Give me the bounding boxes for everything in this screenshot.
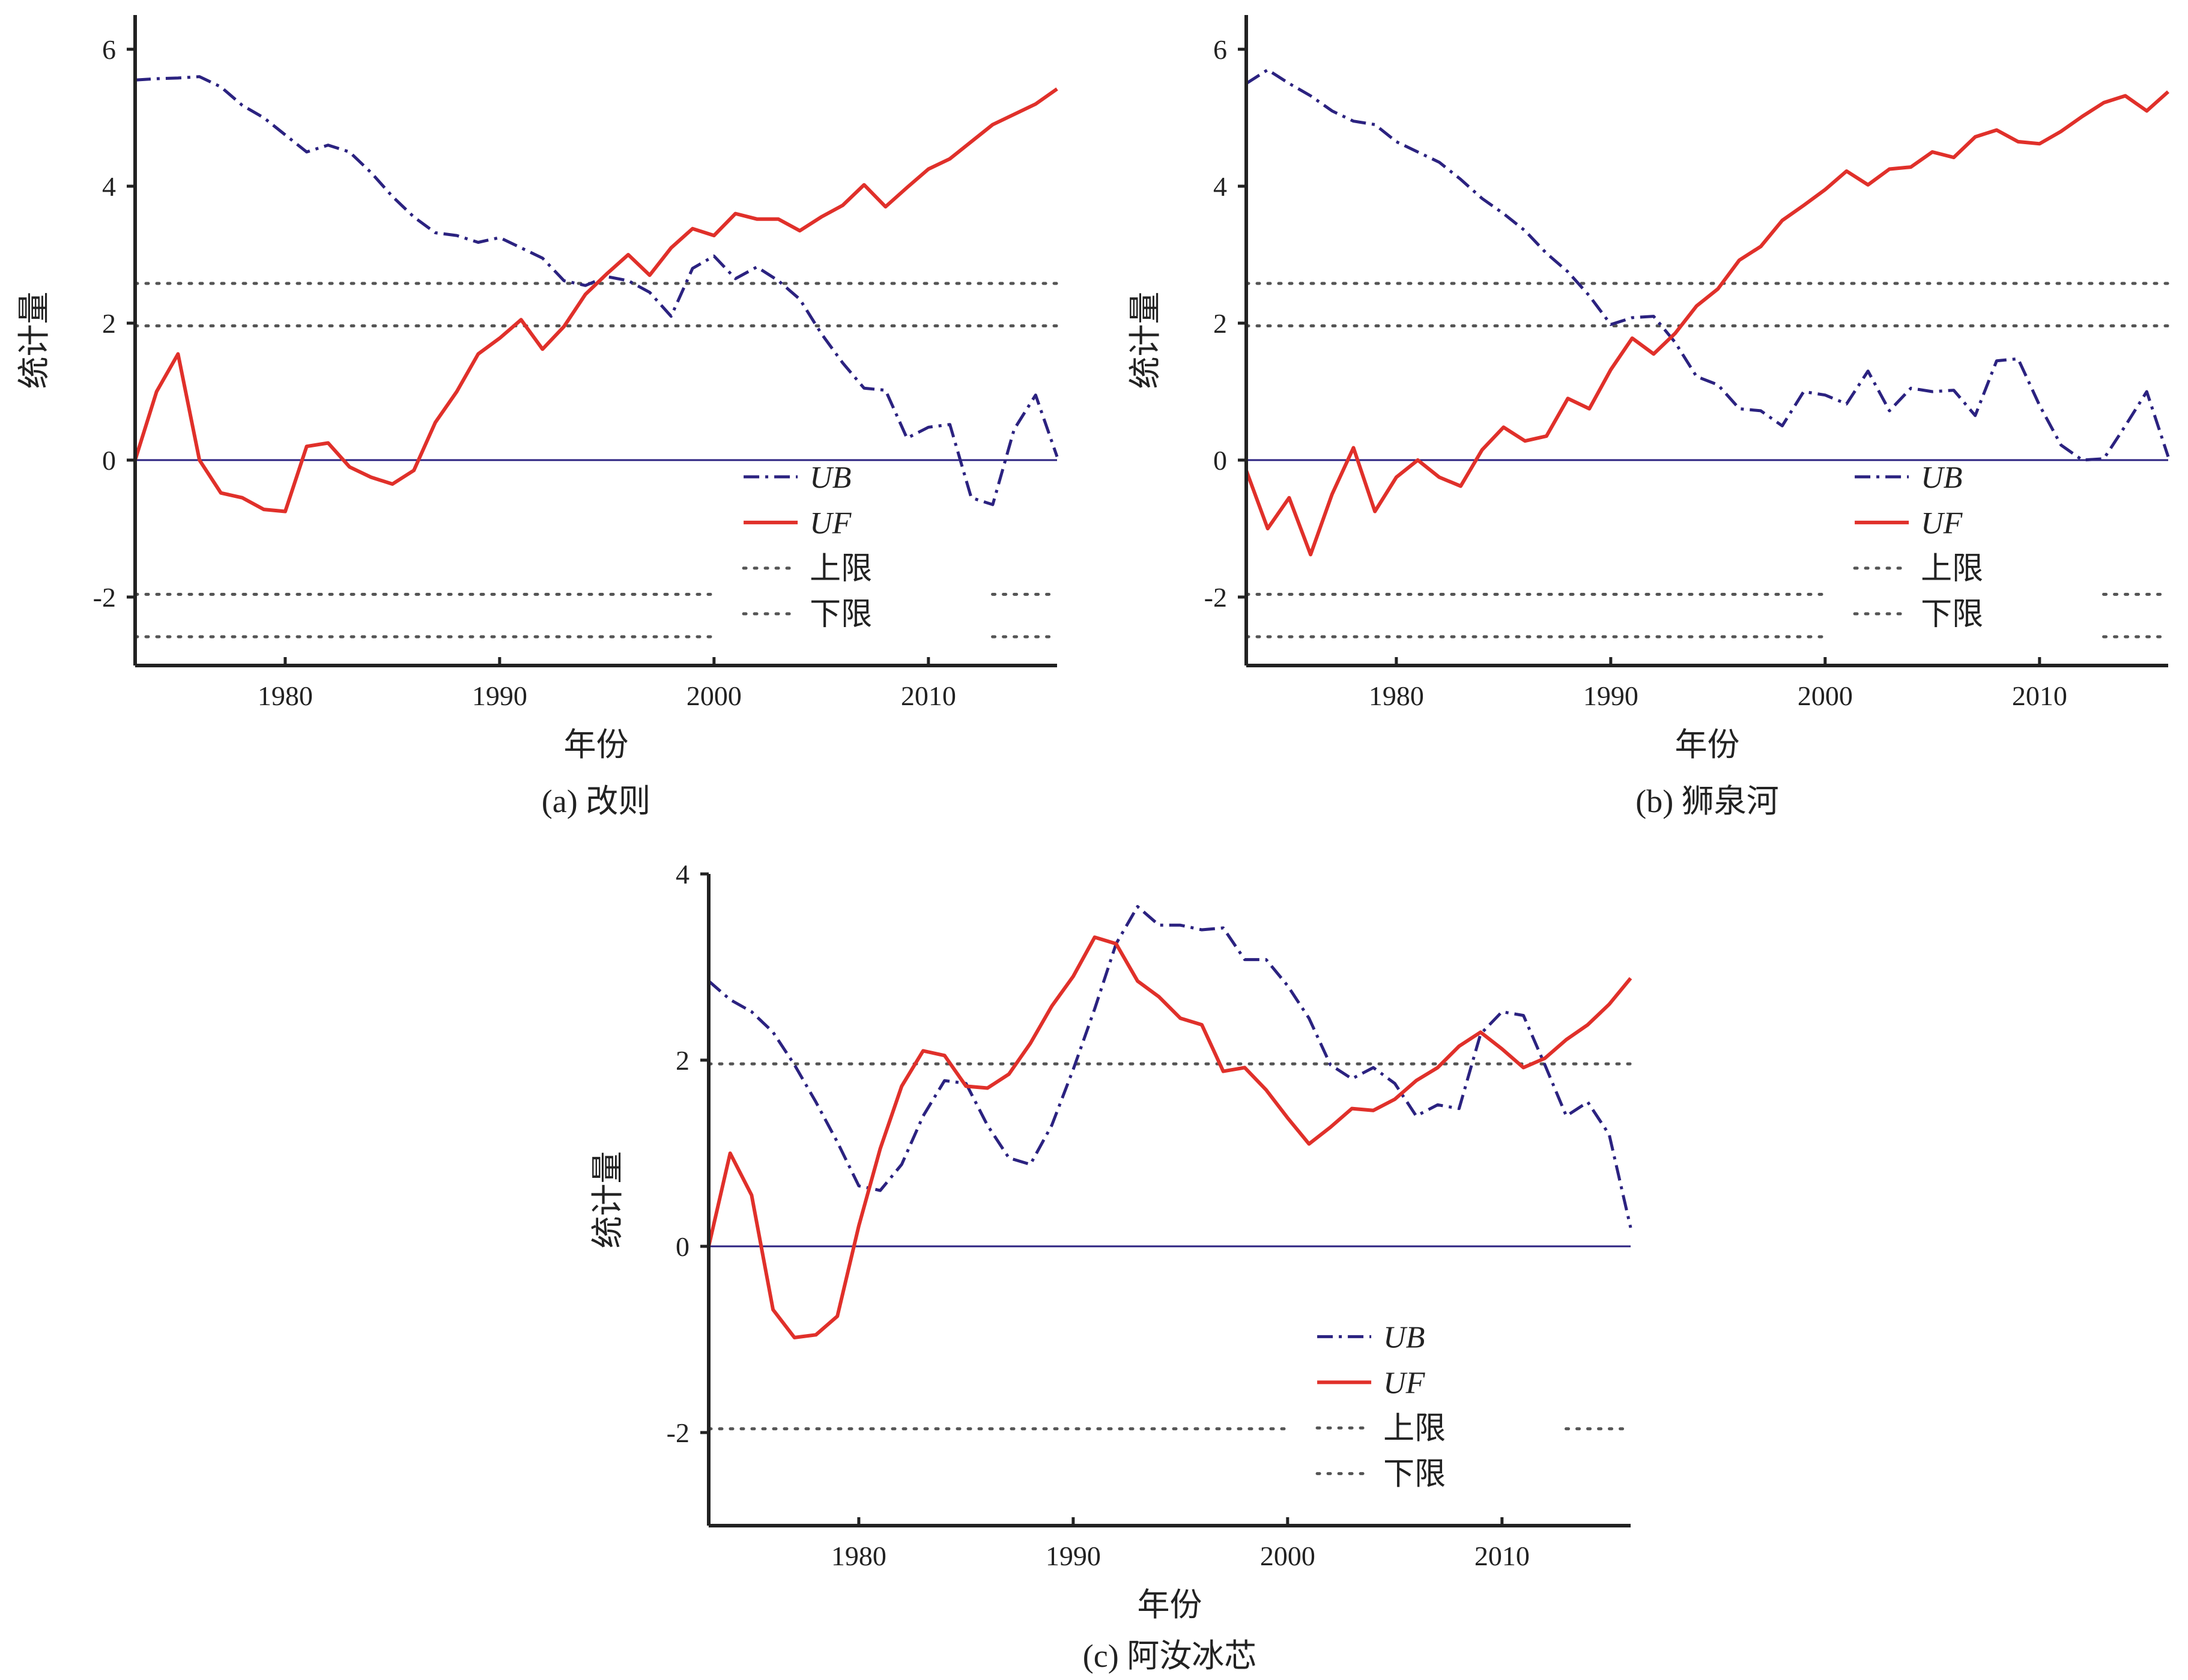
series-line-uf [707, 935, 1632, 1339]
legend-label-0: UB [1921, 461, 1962, 495]
x-tick-label: 2000 [1260, 1541, 1315, 1571]
x-tick-label: 1990 [472, 681, 527, 711]
panel-caption: (c) 阿汝冰芯 [1083, 1638, 1256, 1674]
x-axis-label: 年份 [564, 727, 629, 763]
y-tick-label: 0 [102, 445, 116, 476]
series-line-uf [133, 87, 1058, 514]
y-tick-label: 6 [102, 34, 116, 65]
y-axis-label: 统计量 [16, 292, 52, 389]
x-tick-label: 1980 [831, 1541, 886, 1571]
y-tick-label: -2 [667, 1418, 689, 1448]
y-tick-label: 6 [1213, 34, 1227, 65]
y-tick-label: 4 [102, 171, 116, 202]
y-tick-label: -2 [93, 582, 116, 613]
y-tick-label: 4 [676, 859, 689, 890]
y-axis-label: 统计量 [1127, 292, 1163, 389]
y-tick-label: -2 [1204, 582, 1227, 613]
series-line-ub [135, 75, 1059, 506]
legend-label-3: 下限 [1921, 598, 1983, 632]
panel-c-aru-ice-core: -2 0 2 4 1980 1990 2000 2010 年份 统计量 (c) 阿汝冰芯 UB UF 上限… [590, 859, 1632, 1674]
legend-label-0: UB [810, 461, 851, 495]
legend-label-2: 上限 [1383, 1412, 1446, 1446]
x-tick-label: 1980 [1369, 681, 1424, 711]
legend-label-1: UF [1383, 1366, 1426, 1400]
y-axis-label: 统计量 [590, 1151, 626, 1249]
x-tick-label: 2000 [686, 681, 742, 711]
y-tick-label: 0 [1213, 445, 1227, 476]
legend-label-0: UB [1383, 1320, 1425, 1354]
y-tick-label: 2 [676, 1045, 689, 1076]
y-tick-label: 2 [102, 308, 116, 339]
x-axis-label: 年份 [1675, 727, 1740, 763]
y-tick-label: 4 [1213, 171, 1227, 202]
x-tick-label: 1980 [258, 681, 313, 711]
x-tick-label: 1990 [1046, 1541, 1101, 1571]
x-tick-label: 2010 [2012, 681, 2067, 711]
y-tick-label: 2 [1213, 308, 1227, 339]
legend-label-3: 下限 [810, 598, 872, 632]
panel-caption: (b) 狮泉河 [1635, 783, 1778, 819]
legend-label-2: 上限 [810, 552, 872, 586]
series-line-ub [1245, 68, 2170, 462]
series-line-uf [1244, 90, 2169, 557]
x-tick-label: 1990 [1583, 681, 1638, 711]
x-tick-label: 2010 [901, 681, 956, 711]
series-line-ub [708, 905, 1632, 1228]
legend-label-3: 下限 [1383, 1457, 1446, 1491]
y-tick-label: 0 [676, 1231, 689, 1262]
legend-label-1: UF [810, 506, 852, 541]
x-axis-label: 年份 [1138, 1587, 1202, 1623]
legend-label-1: UF [1921, 506, 1963, 541]
panel-b-shiquanhe: -2 0 2 4 6 1980 1990 2000 2010 年份 统计量 (b) 狮泉河 UB UF 上限… [1127, 15, 2170, 819]
x-tick-label: 2000 [1798, 681, 1853, 711]
legend-label-2: 上限 [1921, 552, 1983, 586]
panel-a-gaize: -2 0 2 4 6 1980 1990 2000 2010 年份 统计量 (a) 改则 UB UF 上限下… [16, 15, 1059, 819]
panel-caption: (a) 改则 [542, 783, 650, 819]
x-tick-label: 2010 [1474, 1541, 1530, 1571]
